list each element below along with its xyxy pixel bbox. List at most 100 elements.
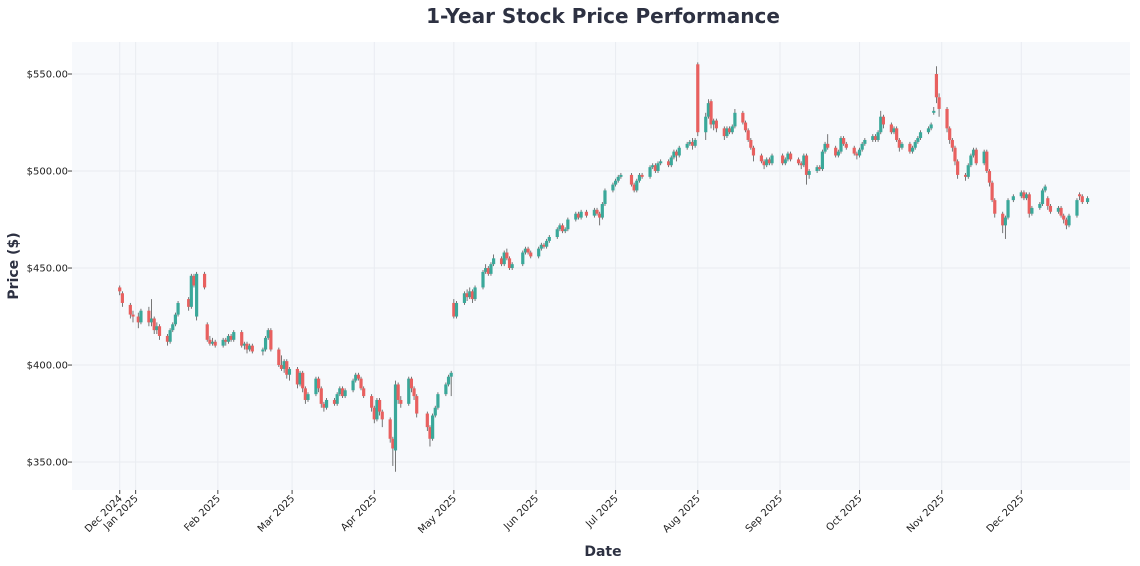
candle-down bbox=[1048, 204, 1053, 214]
candle-body bbox=[929, 124, 933, 129]
candle-body bbox=[529, 252, 533, 257]
candle-body bbox=[820, 151, 825, 170]
candle-up bbox=[579, 209, 583, 220]
candle-up bbox=[929, 122, 933, 131]
candle-up bbox=[1006, 198, 1010, 220]
candle-body bbox=[431, 415, 435, 439]
candle-down bbox=[425, 411, 429, 432]
candle-body bbox=[412, 388, 416, 397]
candle-up bbox=[537, 246, 541, 259]
candle-body bbox=[425, 413, 429, 428]
candle-body bbox=[879, 116, 883, 133]
candle-up bbox=[375, 398, 379, 422]
candle-body bbox=[343, 390, 347, 397]
candle-body bbox=[651, 165, 655, 168]
candle-body bbox=[910, 147, 915, 152]
candle-body bbox=[484, 268, 488, 272]
candle-down bbox=[743, 120, 748, 133]
candle-body bbox=[213, 341, 217, 346]
candle-up bbox=[651, 163, 655, 170]
candle-up bbox=[1040, 188, 1045, 206]
candle-up bbox=[807, 169, 811, 179]
candle-down bbox=[749, 138, 753, 150]
x-tick-label: May 2025 bbox=[416, 493, 459, 536]
candle-body bbox=[871, 136, 875, 140]
candle-body bbox=[372, 407, 376, 420]
candle-body bbox=[560, 225, 565, 232]
candle-body bbox=[505, 252, 509, 259]
x-tick-label: Oct 2025 bbox=[824, 493, 864, 533]
candle-down bbox=[319, 386, 323, 408]
candle-body bbox=[314, 378, 318, 395]
candle-up bbox=[139, 308, 143, 325]
candle-up bbox=[287, 366, 292, 381]
candle-body bbox=[895, 128, 899, 140]
x-axis-label: Date bbox=[584, 544, 621, 560]
candle-body bbox=[263, 337, 268, 350]
candle-body bbox=[852, 147, 856, 154]
candle-body bbox=[637, 174, 642, 181]
candle-body bbox=[672, 151, 676, 158]
candle-body bbox=[956, 161, 960, 175]
candle-down bbox=[372, 405, 376, 424]
candle-body bbox=[918, 132, 923, 139]
candle-body bbox=[226, 335, 231, 342]
candle-up bbox=[335, 392, 339, 406]
candle-body bbox=[332, 399, 337, 404]
candle-body bbox=[242, 343, 246, 346]
candle-down bbox=[295, 366, 299, 389]
candle-body bbox=[1059, 207, 1063, 216]
candle-up bbox=[1024, 192, 1029, 201]
candle-down bbox=[213, 339, 217, 348]
candle-up bbox=[611, 182, 615, 193]
candle-up bbox=[815, 165, 819, 173]
candle-down bbox=[751, 145, 756, 162]
candle-up bbox=[210, 337, 215, 346]
candle-up bbox=[879, 110, 883, 135]
candle-down bbox=[956, 159, 960, 179]
candle-up bbox=[603, 188, 607, 206]
candle-body bbox=[685, 143, 689, 148]
candle-body bbox=[248, 345, 252, 350]
candle-down bbox=[1001, 211, 1005, 234]
candle-up bbox=[637, 172, 642, 183]
candle-down bbox=[192, 273, 196, 288]
candle-up bbox=[730, 124, 734, 135]
candle-body bbox=[786, 153, 790, 160]
candle-body bbox=[892, 128, 896, 133]
candle-body bbox=[128, 304, 132, 315]
candle-up bbox=[765, 157, 769, 168]
candle-down bbox=[340, 386, 345, 399]
candle-down bbox=[250, 343, 254, 354]
candle-body bbox=[969, 155, 973, 166]
candle-up bbox=[502, 250, 506, 267]
candle-down bbox=[873, 134, 878, 142]
candle-body bbox=[857, 149, 862, 156]
candle-body bbox=[462, 293, 467, 303]
candle-body bbox=[303, 388, 307, 400]
candle-down bbox=[128, 302, 132, 319]
candle-down bbox=[187, 297, 191, 311]
candle-body bbox=[210, 341, 215, 344]
candle-body bbox=[613, 180, 618, 185]
candle-body bbox=[659, 161, 663, 164]
candle-down bbox=[409, 376, 414, 393]
candle-body bbox=[781, 155, 785, 164]
candle-up bbox=[436, 392, 440, 410]
candle-body bbox=[245, 343, 249, 350]
candle-up bbox=[324, 398, 329, 410]
candle-body bbox=[558, 225, 562, 230]
candle-down bbox=[799, 161, 803, 170]
candle-body bbox=[298, 372, 302, 385]
candle-up bbox=[857, 147, 862, 158]
candle-down bbox=[152, 316, 156, 335]
candle-body bbox=[452, 302, 456, 317]
candle-up bbox=[248, 343, 252, 352]
candle-down bbox=[359, 376, 363, 391]
candle-up bbox=[783, 157, 787, 166]
candle-body bbox=[948, 128, 952, 140]
candle-body bbox=[433, 407, 437, 416]
candle-body bbox=[842, 138, 846, 144]
candle-body bbox=[147, 310, 151, 323]
